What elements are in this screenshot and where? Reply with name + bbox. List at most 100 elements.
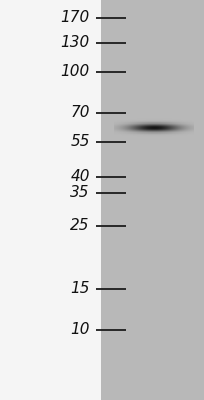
Bar [185, 135, 186, 136]
Bar [129, 124, 130, 125]
Bar [158, 128, 159, 129]
Bar [165, 134, 166, 135]
Bar [181, 119, 182, 120]
Bar [132, 128, 133, 129]
Bar [155, 128, 156, 129]
Bar [172, 130, 173, 131]
Bar [120, 124, 121, 125]
Bar [138, 136, 139, 137]
Bar [151, 127, 152, 128]
Bar [169, 126, 170, 127]
Bar [150, 119, 151, 120]
Bar [128, 133, 129, 134]
Bar [147, 136, 148, 137]
Bar [158, 134, 159, 135]
Bar [156, 129, 157, 130]
Bar [167, 117, 168, 118]
Bar [126, 127, 127, 128]
Bar [167, 133, 168, 134]
Bar [141, 127, 142, 128]
Bar [183, 132, 184, 133]
Bar [170, 137, 171, 138]
Bar [170, 121, 171, 122]
Bar [193, 124, 194, 125]
Bar [116, 135, 117, 136]
Bar [188, 129, 189, 130]
Bar [155, 129, 156, 130]
Bar [146, 120, 147, 121]
Bar [159, 135, 160, 136]
Bar [180, 137, 181, 138]
Bar [141, 118, 142, 119]
Bar [149, 121, 150, 122]
Bar [146, 126, 147, 127]
Bar [153, 119, 154, 120]
Bar [125, 125, 126, 126]
Bar [190, 122, 191, 123]
Bar [172, 118, 173, 119]
Bar [131, 136, 132, 137]
Bar [120, 122, 121, 123]
Bar [180, 122, 181, 123]
Bar [186, 125, 187, 126]
Bar [152, 129, 153, 130]
Bar [167, 122, 168, 123]
Bar [156, 127, 157, 128]
Bar [170, 130, 171, 131]
Bar [173, 137, 174, 138]
Bar [117, 134, 118, 135]
Bar [144, 120, 145, 121]
Bar [123, 132, 124, 133]
Bar [175, 134, 176, 135]
Bar [127, 123, 128, 124]
Bar [115, 128, 116, 129]
Bar [150, 129, 151, 130]
Bar [170, 123, 171, 124]
Bar [125, 131, 126, 132]
Bar [146, 121, 147, 122]
Bar [143, 118, 144, 119]
Bar [137, 121, 138, 122]
Bar [118, 125, 119, 126]
Bar [118, 122, 119, 123]
Bar [179, 126, 180, 127]
Bar [190, 123, 191, 124]
Bar [116, 122, 117, 123]
Bar [175, 127, 176, 128]
Bar [130, 137, 131, 138]
Bar [184, 136, 185, 137]
Bar [161, 138, 162, 139]
Bar [127, 119, 128, 120]
Bar [176, 138, 177, 139]
Bar [123, 118, 124, 119]
Bar [193, 122, 194, 123]
Bar [161, 125, 162, 126]
Bar [163, 133, 164, 134]
Bar [130, 118, 131, 119]
Bar [129, 121, 130, 122]
Bar [170, 126, 171, 127]
Bar [155, 122, 156, 123]
Bar [170, 122, 171, 123]
Bar [119, 134, 120, 135]
Bar [138, 129, 139, 130]
Bar [129, 133, 130, 134]
Bar [123, 117, 124, 118]
Bar [142, 127, 143, 128]
Bar [155, 137, 156, 138]
Bar [143, 138, 144, 139]
Bar [142, 137, 143, 138]
Bar [151, 117, 152, 118]
Bar [117, 119, 118, 120]
Bar [174, 122, 175, 123]
Bar [134, 119, 135, 120]
Bar [162, 134, 163, 135]
Bar [115, 138, 116, 139]
Bar [189, 137, 190, 138]
Bar [150, 131, 151, 132]
Bar [183, 121, 184, 122]
Bar [164, 131, 165, 132]
Bar [150, 133, 151, 134]
Bar [142, 129, 143, 130]
Bar [143, 132, 144, 133]
